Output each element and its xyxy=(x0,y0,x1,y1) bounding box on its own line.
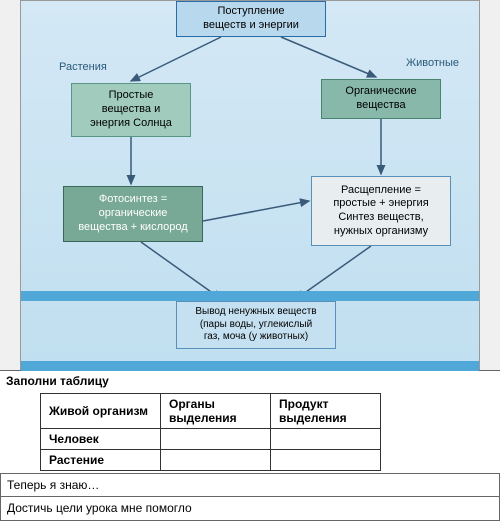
worksheet-section: Заполни таблицу Живой организм Органы вы… xyxy=(0,370,500,521)
flowchart: Поступление веществ и энергии Растения Ж… xyxy=(20,0,480,370)
cell: Человек xyxy=(41,429,161,450)
text: вещества + кислород xyxy=(78,221,187,235)
table-header-row: Живой организм Органы выделения Продукт … xyxy=(41,394,381,429)
text: вещества и xyxy=(102,103,160,117)
text: Синтез веществ, xyxy=(338,211,423,225)
label-plants: Растения xyxy=(59,61,107,73)
text: Фотосинтез = xyxy=(99,193,167,207)
table-row: Человек xyxy=(41,429,381,450)
text: энергия Солнца xyxy=(90,117,172,131)
col-header: Продукт выделения xyxy=(271,394,381,429)
table-title: Заполни таблицу xyxy=(0,370,500,391)
text: (пары воды, углекислый xyxy=(200,319,312,332)
text: веществ и энергии xyxy=(203,19,299,33)
cell[interactable] xyxy=(161,429,271,450)
reflection-2[interactable]: Достичь цели урока мне помогло xyxy=(0,497,500,521)
text: простые + энергия xyxy=(333,197,428,211)
text: Органические xyxy=(345,85,416,99)
text: вещества xyxy=(356,99,405,113)
text: Расщепление = xyxy=(341,184,421,198)
text: газ, моча (у животных) xyxy=(204,331,308,344)
text: органические xyxy=(99,207,168,221)
reflection-1[interactable]: Теперь я знаю… xyxy=(0,473,500,497)
table-row: Растение xyxy=(41,450,381,471)
node-input: Поступление веществ и энергии xyxy=(176,1,326,37)
label-animals: Животные xyxy=(406,57,459,69)
cell[interactable] xyxy=(271,450,381,471)
node-simple-substances: Простые вещества и энергия Солнца xyxy=(71,83,191,137)
node-breakdown: Расщепление = простые + энергия Синтез в… xyxy=(311,176,451,246)
col-header: Живой организм xyxy=(41,394,161,429)
fill-table: Живой организм Органы выделения Продукт … xyxy=(40,393,381,471)
bottom-bar xyxy=(21,361,479,371)
col-header: Органы выделения xyxy=(161,394,271,429)
node-photosynthesis: Фотосинтез = органические вещества + кис… xyxy=(63,186,203,242)
cell[interactable] xyxy=(271,429,381,450)
cell: Растение xyxy=(41,450,161,471)
text: Простые xyxy=(109,89,154,103)
cell[interactable] xyxy=(161,450,271,471)
node-organic-substances: Органические вещества xyxy=(321,79,441,119)
text: Вывод ненужных веществ xyxy=(195,306,316,319)
node-output: Вывод ненужных веществ (пары воды, углек… xyxy=(176,301,336,349)
separator-bar xyxy=(21,291,479,301)
text: Поступление xyxy=(217,5,284,19)
text: нужных организму xyxy=(334,225,428,239)
